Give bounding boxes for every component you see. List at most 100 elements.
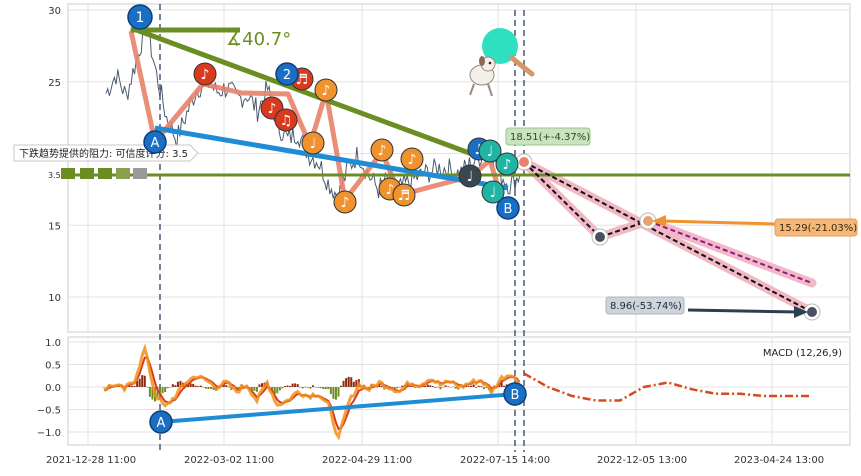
macd-y-tick-label: 0.0 [45,383,61,394]
annotation-label-18: 18.51(+-4.37%) [505,127,591,146]
macd-histogram-bar [322,387,325,389]
macd-histogram-bar [449,387,452,388]
proj-line-1 [523,161,601,238]
macd-histogram-bar [286,385,289,387]
waypoint-b-price: B [496,196,520,220]
macd-histogram-bar [199,385,202,387]
macd-histogram-bar [306,387,309,388]
macd-histogram-bar [161,387,164,394]
macd-histogram-bar [271,387,274,391]
svg-text:♪: ♪ [503,157,512,173]
proj-point-low [595,232,605,242]
macd-histogram-bar [454,387,457,389]
note-badges: ♪♪♫♬♪♩♪♪♪♪♬♩♪♩♪♩ [193,62,519,214]
macd-histogram-bar [398,387,401,388]
macd-histogram-bar [317,386,320,388]
waypoint-1: 1 [127,4,153,30]
macd-histogram-bar [189,383,192,387]
macd-histogram-bar [141,375,144,387]
proj-point-start [519,157,529,167]
macd-histogram-bar [355,380,358,387]
proj-line-3 [523,161,813,313]
svg-text:♪: ♪ [341,195,350,211]
svg-text:♪: ♪ [386,182,395,198]
macd-panel [67,336,851,446]
macd-histogram-bar [421,385,424,387]
proj-point-mid [643,216,653,226]
music-note-icon: ♫ [274,108,298,132]
svg-text:B: B [504,202,513,217]
macd-histogram-bar [352,381,355,387]
svg-text:B: B [511,388,520,403]
x-tick-label: 2022-12-05 13:00 [597,455,687,466]
macd-histogram-bar [334,387,337,400]
macd-y-axis: −1.0 −0.5 0.0 0.5 1.0 [37,338,61,439]
music-note-icon: ♩ [478,139,502,163]
macd-histogram-bar [212,387,215,390]
macd-histogram-bar [327,387,330,389]
macd-histogram-bar [319,387,322,389]
macd-histogram-bar [156,387,159,398]
macd-histogram-bar [429,385,432,387]
svg-text:♩: ♩ [467,169,474,185]
macd-histogram-bar [138,378,141,387]
macd-histogram-bar [447,386,450,387]
macd-histogram-bar [103,387,105,388]
macd-y-tick-label: −0.5 [37,406,61,417]
macd-histogram-bar [475,387,478,388]
price-y-tick-label: 25 [48,78,61,89]
score-icons [61,168,147,179]
macd-histogram-bar [133,386,136,387]
macd-histogram-bar [192,383,195,387]
macd-histogram-bar [324,387,327,390]
resistance-score: 3.5 [48,171,61,180]
music-note-icon: ♪ [495,152,519,176]
macd-histogram-bar [166,387,169,389]
macd-histogram-bar [500,381,503,387]
svg-text:♪: ♪ [408,152,417,168]
x-axis: 2021-12-28 11:00 2022-03-02 11:00 2022-04-… [46,455,824,466]
x-tick-label: 2021-12-28 11:00 [46,455,136,466]
svg-text:♪: ♪ [322,83,331,99]
x-tick-label: 2022-07-15 14:00 [460,455,550,466]
macd-histogram-bar [146,386,149,388]
waypoint-a-macd: A [149,410,173,434]
macd-y-tick-label: 1.0 [45,338,61,349]
macd-projection-line [523,372,812,402]
macd-histogram-bar [439,387,442,390]
date-markers [159,4,525,452]
macd-histogram-bar [452,386,455,388]
annotation-label-15: 15.29(-21.03%) [774,218,858,237]
dog-with-paddle-icon [469,28,535,97]
macd-histogram-bar [299,387,302,388]
svg-text:♬: ♬ [398,188,411,204]
macd-histogram-bar [485,387,488,389]
macd-histogram-bar [296,384,299,387]
macd-histogram-bar [401,385,404,387]
macd-histogram-bar [202,387,205,388]
macd-histogram-bar [424,385,427,387]
macd-line [103,343,521,441]
macd-histogram-bar [276,387,279,394]
macd-histogram-bar [482,387,485,390]
macd-histogram-bar [258,384,261,387]
macd-histogram-bar [159,387,162,393]
macd-histogram-bar [332,387,335,399]
macd-histogram-bar [434,387,437,388]
macd-trend-line [160,392,516,424]
svg-text:♩: ♩ [490,185,497,201]
svg-text:♩: ♩ [487,144,494,160]
price-y-tick-label: 30 [48,6,61,17]
macd-histogram-bar [253,387,256,391]
arrow-8-head [794,306,808,318]
svg-text:♩: ♩ [310,136,317,152]
macd-histogram-bar [118,386,121,387]
svg-text:2: 2 [283,68,291,83]
waypoint-a-price: A [143,130,167,154]
waypoint-b-macd: B [503,382,527,406]
macd-histogram-bar [148,387,151,397]
resistance-label: 下跌趋势提供的阻力: 可信度评分: 3.5 [19,147,188,160]
svg-text:18.51(+-4.37%): 18.51(+-4.37%) [510,132,590,143]
